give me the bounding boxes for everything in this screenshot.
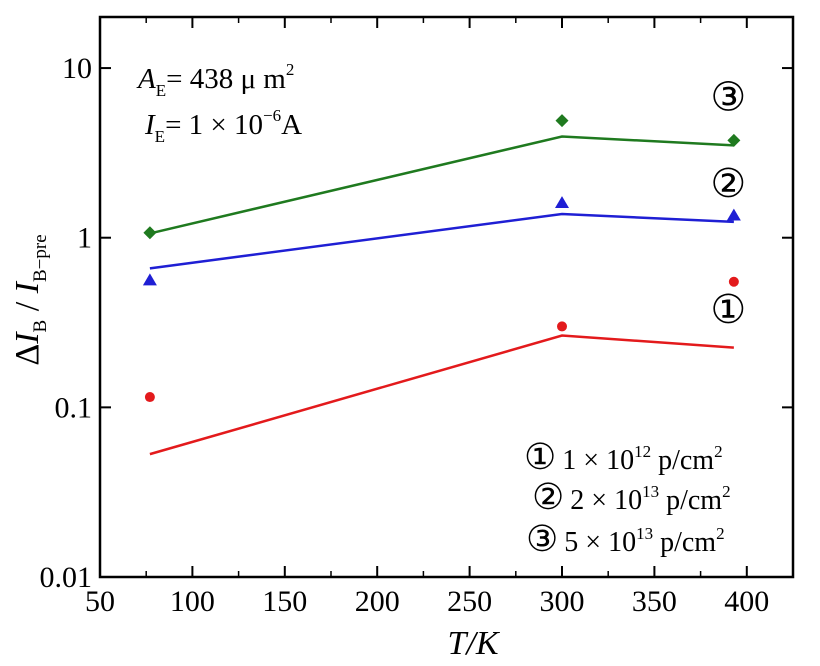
- legend-text-1: 1 × 10: [562, 445, 634, 476]
- data-point-s3: [555, 114, 569, 128]
- legend-symbol-3: ③: [526, 519, 558, 559]
- legend-unit-sup-1: 2: [714, 442, 723, 461]
- y-label-sep: /: [9, 293, 46, 319]
- x-tick-label: 50: [85, 585, 115, 618]
- ie-sub: E: [155, 127, 165, 146]
- x-tick-label: 150: [262, 585, 307, 618]
- legend-unit-sup-2: 2: [722, 482, 731, 501]
- legend-symbol-1: ①: [524, 437, 556, 477]
- legend-text-2: 2 × 10: [570, 485, 642, 516]
- data-point-s1: [728, 276, 739, 287]
- data-point-s2: [555, 196, 569, 208]
- series-label-1: ①: [710, 287, 746, 332]
- data-point-s2: [726, 208, 741, 221]
- y-label-prefix: Δ: [9, 344, 46, 366]
- legend-sup-1: 12: [634, 442, 651, 461]
- y-label-den-sub: B−pre: [30, 234, 51, 282]
- annotation-ie: IE= 1 × 10−6A: [144, 106, 302, 146]
- x-tick-label: 300: [540, 585, 585, 618]
- x-tick-label: 100: [170, 585, 215, 618]
- ie-sup: −6: [263, 106, 281, 125]
- legend-sup-2: 13: [642, 482, 659, 501]
- data-point-s2: [142, 273, 157, 286]
- y-label-main: I: [9, 331, 46, 345]
- x-tick-label: 350: [632, 585, 677, 618]
- ae-sub: E: [156, 81, 166, 100]
- y-tick-label: 0.1: [55, 391, 93, 424]
- y-label-den: I: [9, 280, 46, 294]
- legend-symbol-2: ②: [532, 477, 564, 517]
- data-points: [142, 114, 741, 403]
- y-label-main-sub: B: [30, 320, 51, 333]
- ae-rest: = 438 μ m: [166, 63, 286, 95]
- x-tick-label: 250: [447, 585, 492, 618]
- x-tick-label: 400: [724, 585, 769, 618]
- axis-ticks: 50 100 150 200 250 300 350 400 0.01 0.1 1 10: [40, 17, 793, 618]
- legend-text-3: 5 × 10: [564, 527, 636, 558]
- legend-unit-1: p/cm: [651, 445, 714, 476]
- y-tick-label: 1: [77, 222, 92, 255]
- ie-rest: = 1 × 10: [165, 109, 263, 141]
- ae-sup: 2: [286, 60, 295, 79]
- x-axis-label: T/K: [447, 625, 500, 662]
- annotation-ae: AE= 438 μ m2: [136, 60, 294, 100]
- fit-lines: [149, 135, 734, 456]
- y-axis-label: ΔIB / IB−pre: [9, 234, 51, 365]
- ie-tail: A: [281, 109, 302, 141]
- data-point-s3: [727, 133, 741, 147]
- ie-main: I: [144, 109, 156, 141]
- fit-line-s2: [149, 212, 734, 270]
- data-point-s3: [143, 226, 157, 240]
- plot-frame: [98, 15, 795, 579]
- legend-unit-3: p/cm: [653, 527, 716, 558]
- series-label-2: ②: [710, 161, 746, 206]
- data-point-s1: [557, 321, 567, 332]
- fit-line-s1: [149, 334, 734, 456]
- legend-sup-3: 13: [636, 524, 653, 543]
- y-tick-label: 10: [62, 52, 92, 85]
- legend-unit-sup-3: 2: [716, 524, 725, 543]
- series-label-3: ③: [710, 74, 746, 119]
- fit-line-s3: [149, 135, 734, 235]
- data-point-s1: [144, 392, 155, 403]
- y-tick-label: 0.01: [40, 561, 93, 594]
- x-tick-label: 200: [355, 585, 400, 618]
- legend-unit-2: p/cm: [659, 485, 722, 516]
- ae-main: A: [136, 63, 156, 95]
